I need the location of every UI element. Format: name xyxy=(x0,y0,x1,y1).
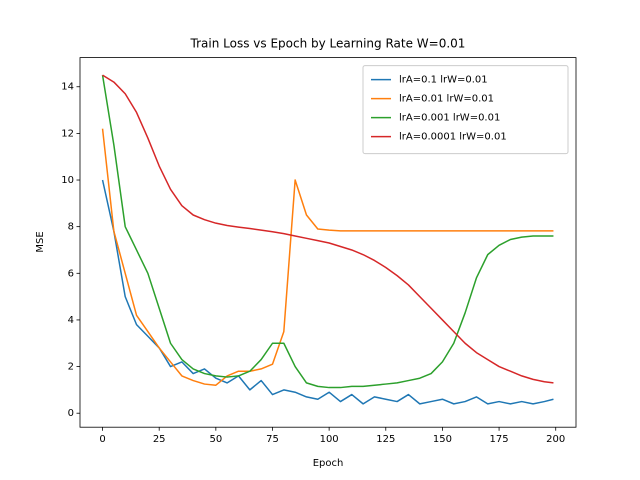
series-line xyxy=(102,74,554,384)
x-tick-label: 200 xyxy=(546,434,565,445)
x-tick-label: 75 xyxy=(266,434,279,445)
chart-title: Train Loss vs Epoch by Learning Rate W=0… xyxy=(190,37,466,51)
y-tick-label: 4 xyxy=(68,315,74,326)
x-tick-label: 175 xyxy=(490,434,509,445)
x-tick-label: 150 xyxy=(433,434,452,445)
y-tick-label: 2 xyxy=(68,362,74,373)
x-tick-label: 100 xyxy=(320,434,339,445)
x-axis-label: Epoch xyxy=(313,458,344,469)
x-tick-label: 25 xyxy=(153,434,166,445)
y-axis-label: MSE xyxy=(35,231,46,252)
y-tick-label: 6 xyxy=(68,268,74,279)
y-tick-label: 8 xyxy=(68,222,74,233)
y-tick-label: 10 xyxy=(61,175,74,186)
legend-label: lrA=0.0001 lrW=0.01 xyxy=(399,132,507,143)
series-line xyxy=(101,179,554,405)
legend-label: lrA=0.1 lrW=0.01 xyxy=(399,75,488,86)
x-tick-label: 0 xyxy=(99,434,105,445)
legend-label: lrA=0.001 lrW=0.01 xyxy=(399,113,500,124)
legend-box xyxy=(362,65,569,155)
x-tick-label: 125 xyxy=(376,434,395,445)
y-tick-label: 12 xyxy=(61,128,74,139)
x-tick-label: 50 xyxy=(209,434,222,445)
series-line xyxy=(101,74,554,389)
series-line xyxy=(101,128,554,386)
plot-frame xyxy=(79,57,577,428)
legend-label: lrA=0.01 lrW=0.01 xyxy=(399,94,494,105)
y-tick-label: 14 xyxy=(61,82,74,93)
y-tick-label: 0 xyxy=(68,408,74,419)
